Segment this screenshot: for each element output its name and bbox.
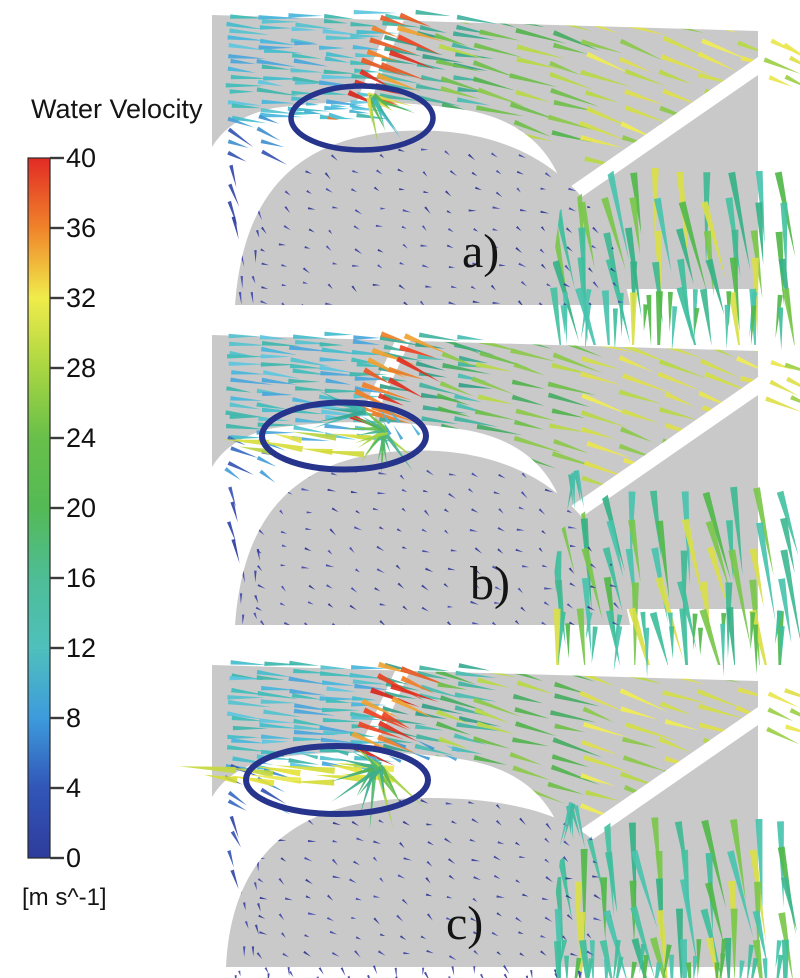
vector-region-gap-yellow-jet [179,762,395,787]
colorbar-tick-label: 12 [66,633,96,663]
panel-b-label: b) [470,557,510,610]
colorbar-tick-label: 8 [66,703,81,733]
vector-region-gap-cyan-streaks [304,102,370,118]
vector-region-stream-left-curl [227,486,240,564]
upper-channel-surface [212,335,758,511]
vector-region-fan-spill-right [765,360,800,412]
vector-region-lower-right-tips [559,938,784,978]
legend-units: [m s^-1] [22,884,107,911]
legend-title: Water Velocity [31,94,203,124]
panel-c-label: c) [446,897,484,950]
lower-right-surface [564,725,758,967]
vector-region-red-jet [351,661,452,766]
vector-region-gap-green-fan [343,405,416,476]
colorbar-tick-label: 36 [66,213,96,243]
hub-dome-surface [235,450,630,625]
vector-region-stream-left-curl [227,815,241,890]
colorbar-gradient [27,157,51,859]
panel-c-vector-field [179,658,800,978]
colorbar-tick-label: 24 [66,423,96,453]
hub-dome-surface [226,798,612,967]
vector-region-lower-extra-tips [574,957,768,978]
vector-region-dome-edge-teal [559,801,586,850]
vector-region-fan-spill-right [766,688,800,745]
colorbar-tick-label: 32 [66,283,96,313]
panel-b-vector-field [212,328,800,678]
panel-b: b) [212,325,800,678]
panel-a-vector-field [212,7,800,353]
vector-region-lower-right-fan [553,817,797,978]
highlight-ellipse [288,83,436,153]
vector-region-gap-green-fan [330,746,425,830]
vector-region-stream-left-lower [227,114,287,165]
highlight-ellipse [259,399,429,473]
colorbar-tick-label: 20 [66,493,96,523]
vector-region-fan-spill-right [763,38,800,87]
colorbar-tick-label: 28 [66,353,96,383]
panel-c: c) [179,655,800,978]
vector-region-lower-right-tips [557,610,785,678]
vector-region-gap-fan [366,92,416,145]
panel-a-label: a) [462,225,500,278]
vector-region-dome-edge-teal [567,470,584,511]
panel-a: a) [212,5,800,353]
vector-region-bottom-blue-row [234,965,582,978]
colorbar-tick-label: 4 [66,773,81,803]
colorbar-tick-label: 0 [66,843,81,873]
highlight-ellipse [243,743,431,817]
hub-dome-surface [235,130,630,305]
vector-region-lower-right-tips [560,288,784,353]
vector-region-gap-orange-dash [327,116,340,120]
vector-region-red-jet [349,331,450,429]
colorbar-tick-label: 40 [66,143,96,173]
vector-region-gap-yellow-jet [221,431,371,458]
vector-region-dome-dots [254,148,626,305]
colorbar-tick-label: 16 [66,563,96,593]
vector-region-stream-left-curl [227,164,240,240]
